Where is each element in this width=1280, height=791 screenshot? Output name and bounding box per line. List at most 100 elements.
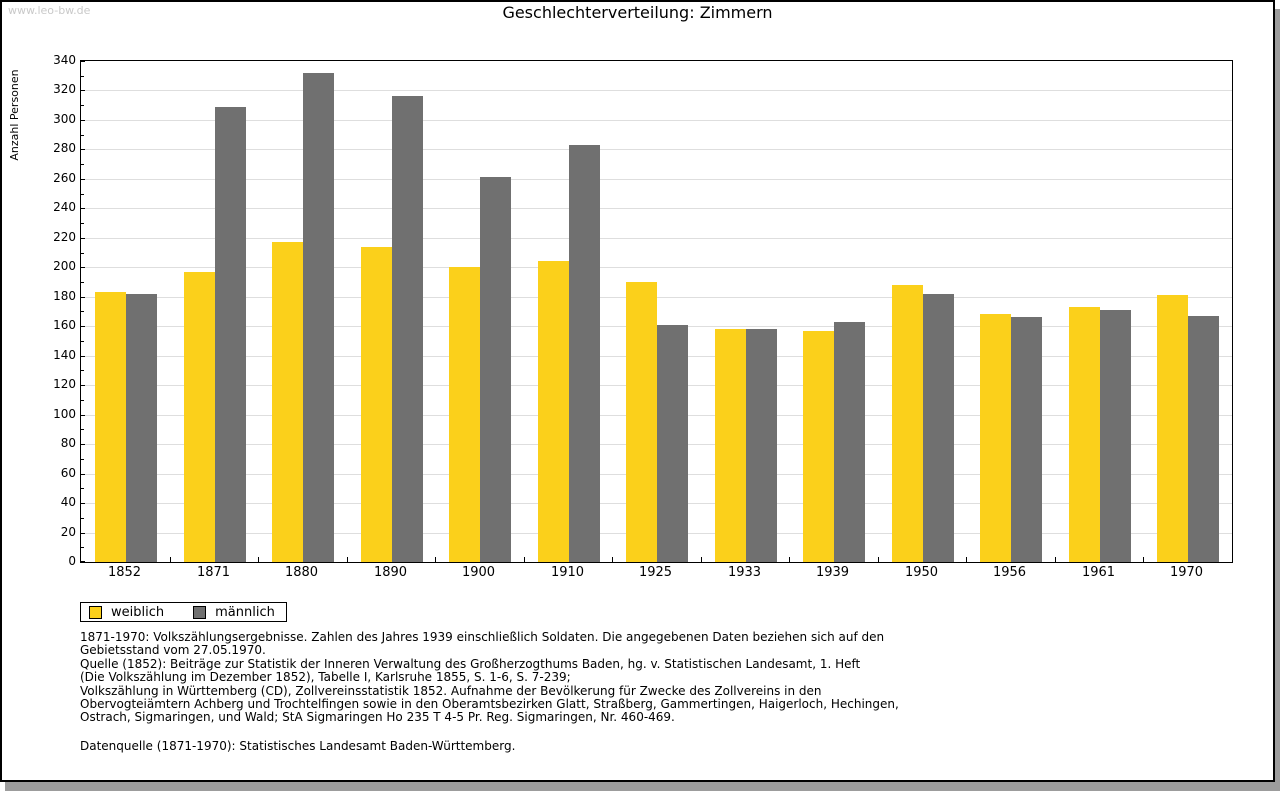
gridline-300 <box>81 120 1232 121</box>
y-major-tick-220 <box>81 238 85 239</box>
bar-weiblich-1970 <box>1157 295 1188 562</box>
x-ticklabel-1970: 1970 <box>1169 565 1204 580</box>
x-ticklabel-1890: 1890 <box>373 565 408 580</box>
bar-weiblich-1933 <box>715 329 746 562</box>
y-ticklabel-340: 340 <box>53 53 76 67</box>
bar-maennlich-1880 <box>303 73 334 562</box>
y-minor-tick-210 <box>81 253 84 254</box>
y-minor-tick-10 <box>81 547 84 548</box>
plot-area <box>80 60 1233 563</box>
x-tick-1890 <box>347 557 348 562</box>
y-minor-tick-170 <box>81 311 84 312</box>
y-major-tick-20 <box>81 533 85 534</box>
bar-weiblich-1880 <box>272 242 303 562</box>
x-tick-1939 <box>789 557 790 562</box>
gridline-200 <box>81 267 1232 268</box>
bar-maennlich-1910 <box>569 145 600 562</box>
y-minor-tick-150 <box>81 341 84 342</box>
legend: weiblich männlich <box>80 602 287 622</box>
bar-weiblich-1950 <box>892 285 923 562</box>
bar-weiblich-1910 <box>538 261 569 562</box>
x-tick-1871 <box>170 557 171 562</box>
footer-datasource: Datenquelle (1871-1970): Statistisches L… <box>80 739 516 753</box>
y-major-tick-260 <box>81 179 85 180</box>
y-major-tick-320 <box>81 90 85 91</box>
gridline-320 <box>81 90 1232 91</box>
y-ticklabel-80: 80 <box>60 436 76 450</box>
y-ticklabel-300: 300 <box>53 112 76 126</box>
gridline-240 <box>81 208 1232 209</box>
y-minor-tick-70 <box>81 459 84 460</box>
x-tick-1933 <box>701 557 702 562</box>
x-ticklabel-1925: 1925 <box>638 565 673 580</box>
bar-weiblich-1939 <box>803 331 834 562</box>
y-ticklabel-20: 20 <box>60 525 76 539</box>
bar-weiblich-1925 <box>626 282 657 562</box>
y-ticklabel-60: 60 <box>60 466 76 480</box>
bar-maennlich-1961 <box>1100 310 1131 562</box>
x-tick-1970 <box>1143 557 1144 562</box>
x-ticklabel-1956: 1956 <box>992 565 1027 580</box>
x-ticklabel-1852: 1852 <box>107 565 142 580</box>
y-ticklabel-280: 280 <box>53 141 76 155</box>
bar-maennlich-1933 <box>746 329 777 562</box>
y-ticklabel-160: 160 <box>53 318 76 332</box>
gridline-260 <box>81 179 1232 180</box>
y-major-tick-120 <box>81 385 85 386</box>
legend-swatch-maennlich <box>193 605 207 619</box>
y-major-tick-200 <box>81 267 85 268</box>
y-major-tick-300 <box>81 120 85 121</box>
bar-weiblich-1961 <box>1069 307 1100 562</box>
y-minor-tick-250 <box>81 194 84 195</box>
y-ticklabel-240: 240 <box>53 200 76 214</box>
y-minor-tick-310 <box>81 105 84 106</box>
bar-weiblich-1900 <box>449 267 480 562</box>
bar-maennlich-1956 <box>1011 317 1042 562</box>
y-minor-tick-330 <box>81 76 84 77</box>
gridline-220 <box>81 238 1232 239</box>
y-ticklabel-40: 40 <box>60 495 76 509</box>
footer-source-text: 1871-1970: Volkszählungsergebnisse. Zahl… <box>80 630 899 725</box>
legend-label-maennlich: männlich <box>215 604 275 620</box>
bar-maennlich-1925 <box>657 325 688 562</box>
y-major-tick-40 <box>81 503 85 504</box>
y-major-tick-160 <box>81 326 85 327</box>
x-ticklabel-1950: 1950 <box>904 565 939 580</box>
y-ticklabel-220: 220 <box>53 230 76 244</box>
y-ticklabel-120: 120 <box>53 377 76 391</box>
x-tick-1950 <box>878 557 879 562</box>
x-ticklabel-1900: 1900 <box>461 565 496 580</box>
x-ticklabel-1880: 1880 <box>284 565 319 580</box>
x-tick-1880 <box>258 557 259 562</box>
x-tick-1961 <box>1055 557 1056 562</box>
y-minor-tick-50 <box>81 488 84 489</box>
x-ticklabel-1933: 1933 <box>727 565 762 580</box>
y-major-tick-240 <box>81 208 85 209</box>
bar-maennlich-1939 <box>834 322 865 562</box>
y-ticklabel-260: 260 <box>53 171 76 185</box>
bar-maennlich-1900 <box>480 177 511 562</box>
y-ticklabel-180: 180 <box>53 289 76 303</box>
y-ticklabel-140: 140 <box>53 348 76 362</box>
x-ticklabel-1961: 1961 <box>1081 565 1116 580</box>
y-minor-tick-110 <box>81 400 84 401</box>
legend-label-weiblich: weiblich <box>111 604 165 620</box>
bar-weiblich-1890 <box>361 247 392 562</box>
bar-weiblich-1871 <box>184 272 215 562</box>
watermark: www.leo-bw.de <box>8 4 91 17</box>
y-minor-tick-190 <box>81 282 84 283</box>
y-major-tick-140 <box>81 356 85 357</box>
x-ticklabel-1910: 1910 <box>550 565 585 580</box>
y-ticklabel-320: 320 <box>53 82 76 96</box>
x-tick-1925 <box>612 557 613 562</box>
bar-weiblich-1956 <box>980 314 1011 562</box>
x-ticklabel-1871: 1871 <box>196 565 231 580</box>
chart-title: Geschlechterverteilung: Zimmern <box>502 3 773 22</box>
y-minor-tick-230 <box>81 223 84 224</box>
y-minor-tick-270 <box>81 164 84 165</box>
bar-weiblich-1852 <box>95 292 126 562</box>
bar-maennlich-1871 <box>215 107 246 562</box>
y-ticklabel-100: 100 <box>53 407 76 421</box>
x-tick-1910 <box>524 557 525 562</box>
